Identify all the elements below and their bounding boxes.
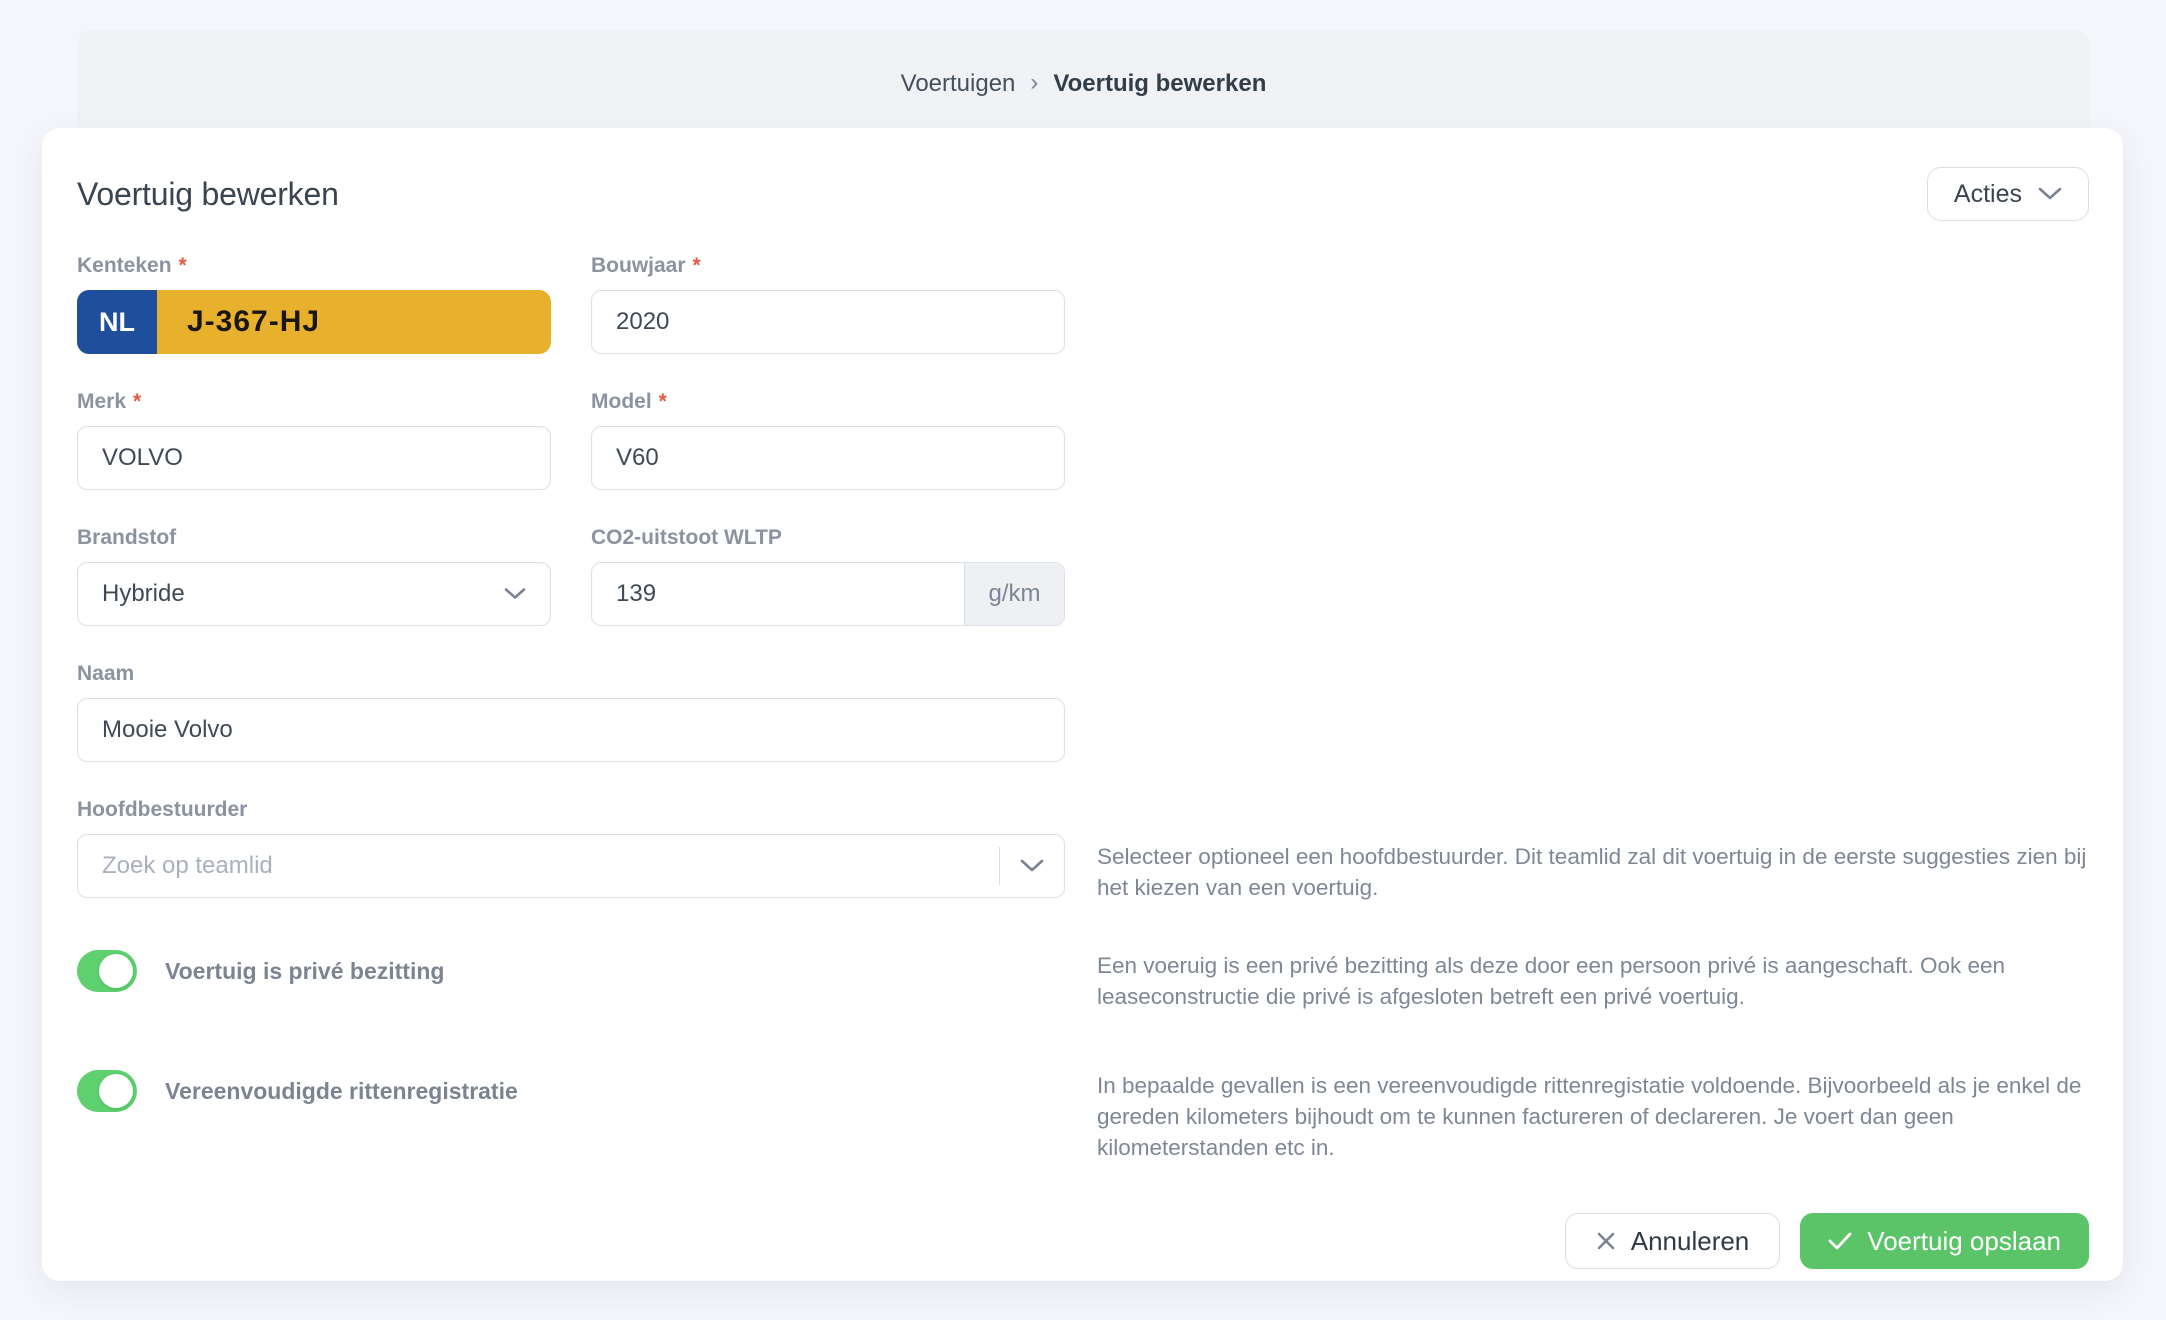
field-kenteken: Kenteken * NL J-367-HJ <box>77 254 551 354</box>
co2-input[interactable] <box>592 563 964 625</box>
prive-bezitting-toggle[interactable] <box>77 950 137 992</box>
breadcrumb: Voertuigen › Voertuig bewerken <box>77 30 2090 138</box>
check-icon <box>1828 1232 1852 1250</box>
required-asterisk: * <box>133 390 142 413</box>
hoofdbestuurder-dropdown-toggle[interactable] <box>1000 859 1064 873</box>
merk-label: Merk * <box>77 390 142 413</box>
required-asterisk: * <box>178 254 187 277</box>
actions-button-label: Acties <box>1953 179 2022 208</box>
field-merk: Merk * <box>77 390 551 490</box>
chevron-down-icon <box>1020 859 1044 873</box>
hoofdbestuurder-label: Hoofdbestuurder <box>77 798 248 821</box>
cancel-button[interactable]: Annuleren <box>1564 1213 1781 1269</box>
co2-unit-suffix: g/km <box>964 563 1064 625</box>
toggle-knob <box>99 1074 133 1108</box>
model-label: Model * <box>591 390 667 413</box>
save-vehicle-button[interactable]: Voertuig opslaan <box>1800 1213 2089 1269</box>
field-co2: CO2-uitstoot WLTP g/km <box>591 526 1065 626</box>
field-brandstof: Brandstof Hybride <box>77 526 551 626</box>
rittenregistratie-toggle-label: Vereenvoudigde rittenregistratie <box>165 1077 518 1104</box>
actions-button[interactable]: Acties <box>1926 167 2089 221</box>
co2-input-group: g/km <box>591 562 1065 626</box>
field-hoofdbestuurder: Hoofdbestuurder <box>77 798 1065 898</box>
model-input[interactable] <box>591 426 1065 490</box>
edit-vehicle-card: Voertuig bewerken Acties Kenteken * NL J… <box>42 128 2123 1281</box>
brandstof-selected-value: Hybride <box>102 580 185 607</box>
field-naam: Naam <box>77 662 1065 762</box>
rittenregistratie-toggle[interactable] <box>77 1070 137 1112</box>
breadcrumb-item-voertuigen[interactable]: Voertuigen <box>900 70 1016 97</box>
brandstof-select[interactable]: Hybride <box>77 562 551 626</box>
bouwjaar-label: Bouwjaar * <box>591 254 701 277</box>
brandstof-label: Brandstof <box>77 526 177 549</box>
license-plate-number[interactable]: J-367-HJ <box>157 290 551 354</box>
page-title: Voertuig bewerken <box>77 175 339 212</box>
license-plate-country-badge: NL <box>77 290 157 354</box>
card-footer: Annuleren Voertuig opslaan <box>77 1213 2089 1269</box>
bouwjaar-input[interactable] <box>591 290 1065 354</box>
form-area: Kenteken * NL J-367-HJ Bouwjaar * <box>77 254 2089 1163</box>
chevron-down-icon <box>504 588 526 601</box>
field-model: Model * <box>591 390 1065 490</box>
card-header: Voertuig bewerken Acties <box>77 166 2089 222</box>
divider <box>999 847 1000 885</box>
kenteken-label: Kenteken * <box>77 254 187 277</box>
co2-label: CO2-uitstoot WLTP <box>591 526 782 549</box>
naam-input[interactable] <box>77 698 1065 762</box>
breadcrumb-item-current: Voertuig bewerken <box>1053 70 1267 97</box>
save-button-label: Voertuig opslaan <box>1867 1225 2061 1256</box>
help-text-rittenregistratie: In bepaalde gevallen is een vereenvoudig… <box>1097 1073 2082 1160</box>
naam-label: Naam <box>77 662 135 685</box>
help-text-prive: Een voeruig is een privé bezitting als d… <box>1097 953 2006 1009</box>
chevron-down-icon <box>2038 187 2062 201</box>
toggle-knob <box>99 954 133 988</box>
hoofdbestuurder-search-select <box>77 834 1065 898</box>
license-plate-input[interactable]: NL J-367-HJ <box>77 290 551 354</box>
cancel-button-label: Annuleren <box>1630 1225 1750 1256</box>
required-asterisk: * <box>658 390 667 413</box>
close-icon <box>1596 1231 1616 1251</box>
toggle-row-prive: Voertuig is privé bezitting <box>77 950 1065 992</box>
required-asterisk: * <box>692 254 701 277</box>
prive-bezitting-toggle-label: Voertuig is privé bezitting <box>165 957 445 984</box>
merk-input[interactable] <box>77 426 551 490</box>
breadcrumb-separator-icon: › <box>1030 69 1039 96</box>
field-bouwjaar: Bouwjaar * <box>591 254 1065 354</box>
hoofdbestuurder-search-input[interactable] <box>78 852 999 880</box>
toggle-row-rittenregistratie: Vereenvoudigde rittenregistratie <box>77 1070 1065 1112</box>
help-text-hoofdbestuurder: Selecteer optioneel een hoofdbestuurder.… <box>1097 844 2087 900</box>
